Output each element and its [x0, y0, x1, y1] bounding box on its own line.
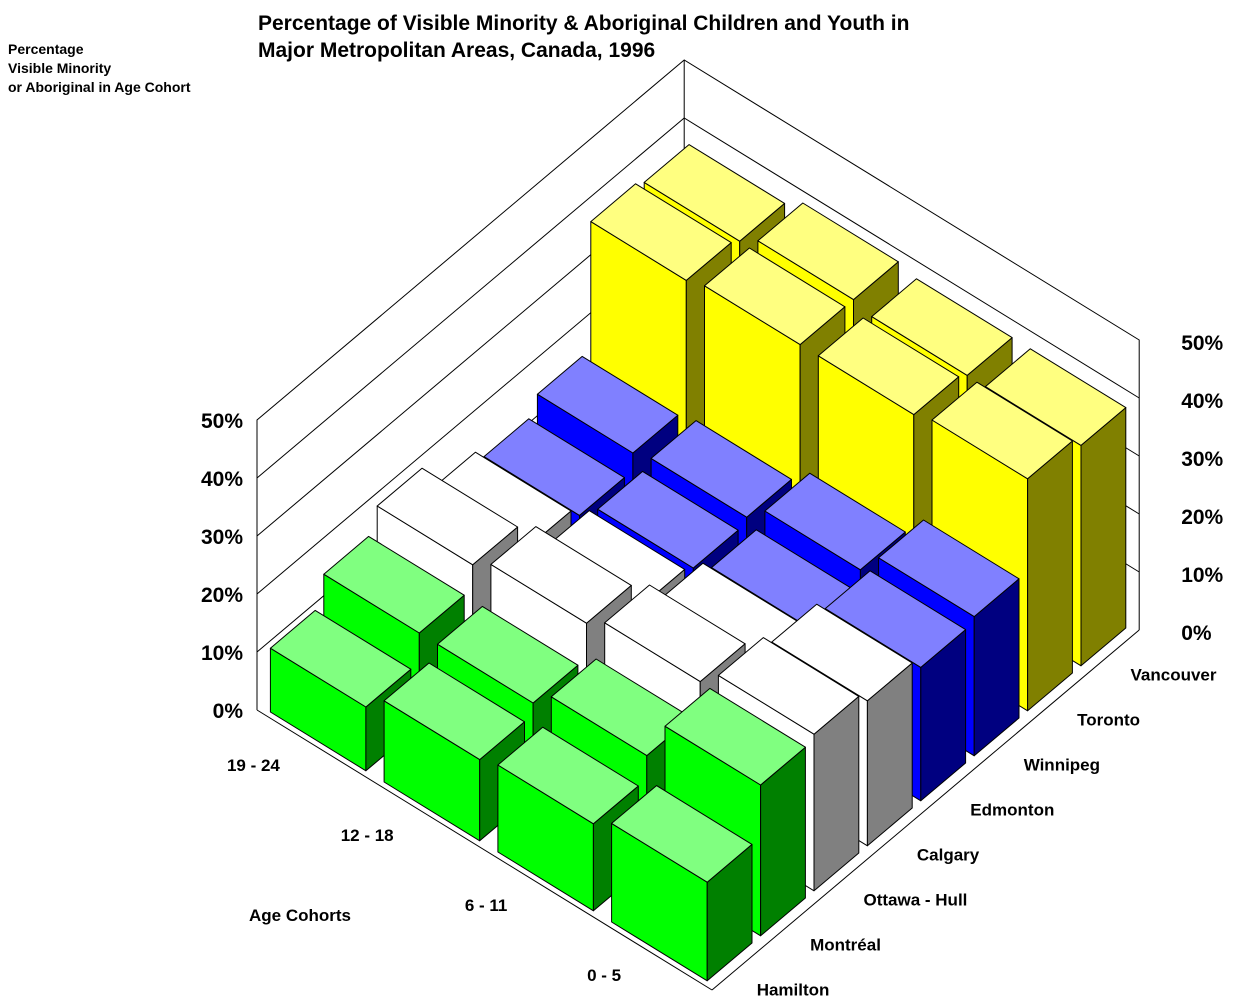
bar-top-face	[764, 472, 906, 571]
bar-top-face	[878, 519, 1020, 618]
city-label-3: Calgary	[917, 846, 980, 865]
city-label-4: Edmonton	[970, 801, 1054, 820]
age-cohort-label-0: 0 - 5	[587, 966, 621, 985]
y-tick-left-0: 0%	[213, 700, 244, 723]
bar-hamilton-0	[611, 785, 753, 982]
city-label-5: Winnipeg	[1024, 756, 1100, 775]
bar-top-face	[483, 418, 625, 516]
bar-top-face	[871, 278, 1013, 376]
city-label-2: Ottawa - Hull	[864, 891, 968, 910]
age-cohort-label-1: 6 - 11	[465, 896, 508, 915]
y-tick-right-0: 0%	[1181, 622, 1212, 645]
bar-top-face	[664, 687, 806, 786]
bar-top-face	[931, 381, 1073, 480]
floor-edge-city	[711, 629, 1140, 991]
bar-top-face	[704, 247, 846, 346]
gridline-40	[256, 117, 1140, 479]
bar-top-face	[376, 467, 519, 566]
y-axis-title-line-2: Visible Minority	[8, 60, 112, 76]
y-tick-left-30: 30%	[201, 526, 243, 549]
x-axis-title: Age Cohorts	[249, 906, 351, 925]
bar-top-face	[824, 570, 967, 668]
y-tick-left-50: 50%	[201, 410, 243, 433]
bar-side-face	[1080, 407, 1127, 667]
age-cohort-label-3: 19 - 24	[227, 756, 280, 775]
y-tick-right-50: 50%	[1181, 332, 1223, 355]
bar-top-face	[817, 317, 960, 416]
bar-top-face	[643, 144, 786, 242]
y-tick-right-20: 20%	[1181, 506, 1223, 529]
city-label-1: Montréal	[810, 936, 881, 955]
age-cohort-label-2: 12 - 18	[341, 826, 394, 845]
bar-top-face	[323, 535, 465, 634]
bar-top-face	[597, 470, 739, 569]
bar-top-face	[984, 348, 1127, 446]
y-axis-title: Percentage Visible Minority or Aborigina…	[8, 40, 268, 97]
bar-top-face	[383, 662, 525, 761]
chart-title-line-1: Percentage of Visible Minority & Aborigi…	[258, 12, 910, 35]
bar-top-face	[269, 609, 412, 708]
bar-top-face	[717, 637, 860, 735]
y-axis-title-line-3: or Aboriginal in Age Cohort	[8, 79, 191, 95]
bar-top-face	[437, 605, 579, 704]
chart-title: Percentage of Visible Minority & Aborigi…	[258, 10, 1158, 64]
bar-top-face	[490, 526, 632, 624]
y-tick-left-10: 10%	[201, 642, 243, 665]
y-tick-right-40: 40%	[1181, 390, 1223, 413]
y-axis-title-line-1: Percentage	[8, 41, 84, 57]
chart-bars	[269, 144, 1127, 982]
bar-top-face	[650, 420, 792, 518]
bar-top-face	[604, 584, 746, 683]
bar-top-face	[536, 355, 679, 454]
y-tick-right-10: 10%	[1181, 564, 1223, 587]
y-tick-right-30: 30%	[1181, 448, 1223, 471]
city-label-6: Toronto	[1077, 711, 1140, 730]
bar-side-face	[1027, 440, 1073, 712]
city-label-7: Vancouver	[1131, 666, 1217, 685]
y-tick-left-20: 20%	[201, 584, 243, 607]
bar-top-face	[590, 183, 732, 281]
bar-top-face	[771, 603, 913, 702]
chart-labels: 0% 10% 20% 30% 40% 50% 0% 10% 20% 30% 40% 50% 0 - 5 6…	[201, 332, 1224, 996]
bar-top-face	[611, 785, 753, 883]
city-label-0: Hamilton	[757, 981, 830, 996]
bar-top-face	[497, 726, 639, 825]
chart-title-line-2: Major Metropolitan Areas, Canada, 1996	[258, 39, 656, 62]
floor-edge-age	[256, 709, 713, 991]
y-tick-left-40: 40%	[201, 468, 243, 491]
bar-top-face	[757, 202, 899, 301]
